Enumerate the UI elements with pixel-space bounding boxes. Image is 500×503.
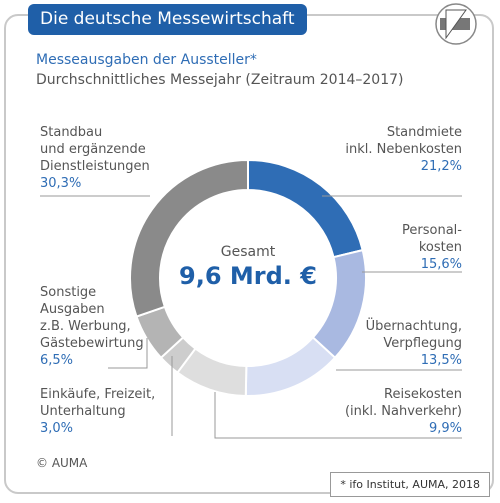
donut-segment bbox=[129, 158, 249, 318]
segment-label: Sonstige Ausgaben z.B. Werbung, Gästebew… bbox=[40, 284, 200, 369]
category-label: Übernachtung, Verpflegung bbox=[365, 319, 462, 351]
leader-line bbox=[214, 392, 462, 439]
segment-label: Standbau und ergänzende Dienstleistungen… bbox=[40, 124, 200, 192]
category-label: Personal- kosten bbox=[402, 223, 462, 255]
logo bbox=[435, 3, 477, 45]
segment-label: Reisekosten (inkl. Nahverkehr) 9,9% bbox=[302, 386, 462, 437]
value-label: 6,5% bbox=[40, 353, 74, 368]
center-value: 9,6 Mrd. € bbox=[179, 262, 317, 290]
source: © AUMA bbox=[36, 456, 88, 470]
subtitle-2: Durchschnittliches Messejahr (Zeitraum 2… bbox=[36, 72, 404, 88]
value-label: 21,2% bbox=[420, 159, 462, 174]
category-label: Standbau und ergänzende Dienstleistungen bbox=[40, 125, 150, 174]
value-label: 15,6% bbox=[420, 257, 462, 272]
category-label: Standmiete inkl. Nebenkosten bbox=[345, 125, 462, 157]
subtitle: Messeausgaben der Aussteller* bbox=[36, 52, 257, 68]
segment-label: Übernachtung, Verpflegung 13,5% bbox=[302, 318, 462, 369]
category-label: Sonstige Ausgaben z.B. Werbung, Gästebew… bbox=[40, 285, 144, 351]
leader-line bbox=[108, 338, 148, 369]
value-label: 3,0% bbox=[40, 421, 74, 436]
footnote: * ifo Institut, AUMA, 2018 bbox=[330, 472, 490, 497]
category-label: Einkäufe, Freizeit, Unterhaltung bbox=[40, 387, 156, 419]
title: Die deutsche Messewirtschaft bbox=[28, 4, 307, 35]
value-label: 30,3% bbox=[40, 176, 82, 191]
segment-label: Personal- kosten 15,6% bbox=[302, 222, 462, 273]
center-label: Gesamt bbox=[220, 244, 276, 260]
segment-label: Einkäufe, Freizeit, Unterhaltung 3,0% bbox=[40, 386, 200, 437]
value-label: 9,9% bbox=[428, 421, 462, 436]
value-label: 13,5% bbox=[420, 353, 462, 368]
segment-label: Standmiete inkl. Nebenkosten 21,2% bbox=[302, 124, 462, 175]
category-label: Reisekosten (inkl. Nahverkehr) bbox=[344, 387, 462, 419]
